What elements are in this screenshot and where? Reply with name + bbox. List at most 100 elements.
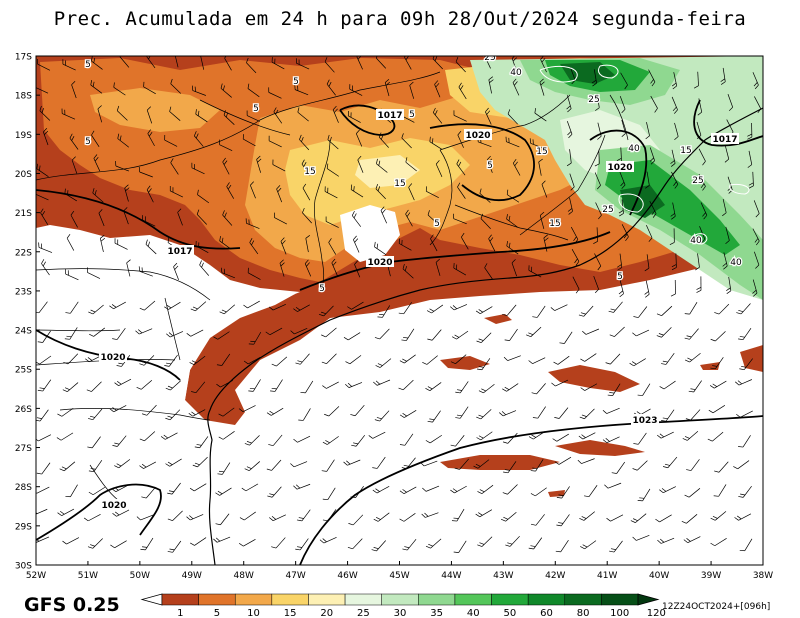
- wind-barb: [332, 105, 339, 123]
- wind-barb: [734, 513, 752, 521]
- wind-barb: [539, 211, 545, 229]
- precip-cell: [484, 314, 512, 324]
- wind-barb: [451, 330, 469, 340]
- wind-barb: [541, 180, 548, 198]
- lat-tick-label: 29S: [15, 522, 32, 532]
- wind-barb: [143, 81, 156, 95]
- wind-barb: [145, 239, 157, 255]
- precip-contour-label: 5: [319, 284, 325, 294]
- wind-barb: [528, 265, 542, 278]
- wind-barb: [59, 461, 76, 472]
- wind-barb: [189, 483, 207, 492]
- wind-barb: [213, 331, 230, 340]
- precip-area-20-25mm: [355, 155, 420, 188]
- wind-barb: [450, 354, 467, 365]
- wind-barb: [36, 462, 51, 475]
- wind-barb: [632, 460, 648, 471]
- lon-tick-label: 52W: [26, 571, 46, 581]
- longitude-axis: 52W 51W 50W 49W 48W 47W 46W 45W 44W 43W 42W 41W 40W 3…: [26, 561, 773, 581]
- wind-barb: [738, 327, 752, 341]
- wind-barb: [476, 358, 491, 371]
- wind-barb: [218, 431, 235, 440]
- wind-barb: [450, 304, 468, 311]
- wind-barb: [319, 537, 337, 544]
- wind-barb: [65, 301, 79, 314]
- wind-barb: [569, 67, 576, 85]
- wind-barb: [736, 303, 751, 315]
- wind-barb: [398, 302, 412, 315]
- isobar-1020-east: [589, 129, 648, 216]
- lat-tick-label: 17S: [15, 53, 32, 63]
- wind-barb: [670, 202, 676, 220]
- wind-barb: [552, 433, 569, 442]
- isobar-1017-west: [36, 189, 241, 250]
- wind-barb: [693, 71, 699, 89]
- wind-barb: [398, 379, 414, 391]
- wind-barb: [326, 79, 336, 96]
- wind-barb: [302, 183, 311, 201]
- wind-barb: [425, 186, 439, 199]
- wind-barb: [196, 209, 207, 225]
- wind-barb: [99, 234, 106, 253]
- wind-barb: [186, 514, 204, 521]
- wind-barb: [170, 78, 181, 94]
- wind-barb: [119, 56, 130, 68]
- wind-barb: [504, 328, 518, 341]
- wind-barb: [720, 67, 726, 85]
- wind-barb: [169, 106, 181, 121]
- colorbar-tick-label: 50: [503, 608, 516, 618]
- wind-barb: [266, 407, 284, 416]
- wind-barb: [602, 407, 620, 414]
- wind-barb: [727, 93, 734, 112]
- wind-barb: [475, 509, 493, 518]
- wind-barb: [374, 410, 390, 422]
- wind-barb: [662, 456, 678, 469]
- wind-barb: [671, 96, 678, 114]
- lat-tick-label: 18S: [15, 92, 32, 102]
- wind-barb: [539, 78, 545, 96]
- wind-barb: [146, 185, 154, 203]
- isobar-1020-coast: [299, 231, 611, 291]
- wind-barb: [659, 486, 676, 494]
- wind-barb: [322, 436, 339, 445]
- wind-barb: [215, 487, 232, 496]
- wind-barb: [244, 435, 260, 446]
- wind-barb: [272, 159, 286, 172]
- wind-barb: [350, 404, 365, 417]
- wind-barb: [650, 95, 658, 113]
- wind-barb: [450, 485, 467, 494]
- colorbar-swatch: [198, 593, 236, 606]
- wind-barb: [302, 207, 313, 224]
- wind-barb: [452, 213, 467, 225]
- wind-barb: [605, 353, 621, 365]
- wind-barb: [177, 208, 183, 226]
- wind-barb: [739, 538, 753, 552]
- wind-barb: [710, 357, 724, 370]
- wind-barb: [752, 228, 760, 246]
- wind-barb: [684, 352, 701, 363]
- wind-barb: [265, 327, 283, 336]
- lon-tick-label: 41W: [597, 571, 617, 581]
- precip-contour-label: 5: [85, 60, 91, 70]
- wind-barb: [593, 227, 599, 244]
- wind-barb: [429, 136, 442, 150]
- wind-barb: [220, 83, 232, 98]
- wind-barb: [246, 57, 257, 74]
- wind-barb: [191, 85, 206, 96]
- isobar-label: 1020: [101, 501, 126, 511]
- wind-barb: [611, 461, 626, 474]
- wind-barb: [139, 431, 156, 442]
- wind-barb: [87, 436, 101, 449]
- lon-tick-label: 51W: [78, 571, 98, 581]
- wind-barb: [578, 432, 596, 440]
- wind-barb: [113, 82, 126, 96]
- wind-barb: [64, 327, 78, 340]
- lat-tick-label: 24S: [15, 327, 32, 337]
- wind-barb: [301, 159, 311, 176]
- wind-barb: [478, 383, 495, 394]
- wind-barb: [297, 107, 309, 122]
- wind-barb: [90, 79, 103, 94]
- wind-barb: [295, 58, 310, 70]
- isobar-1020-south: [36, 483, 162, 541]
- precip-cell: [740, 345, 763, 372]
